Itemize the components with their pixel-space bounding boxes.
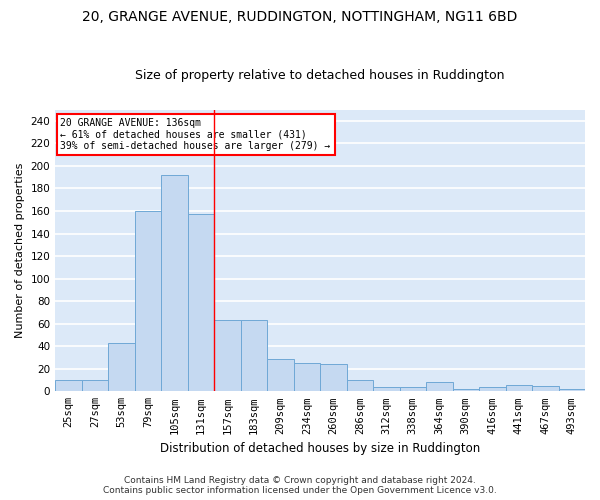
Bar: [373, 387, 400, 392]
Text: 20, GRANGE AVENUE, RUDDINGTON, NOTTINGHAM, NG11 6BD: 20, GRANGE AVENUE, RUDDINGTON, NOTTINGHA…: [82, 10, 518, 24]
Y-axis label: Number of detached properties: Number of detached properties: [15, 162, 25, 338]
Bar: [214, 320, 241, 392]
Bar: [426, 382, 452, 392]
Bar: [55, 380, 82, 392]
Bar: [506, 384, 532, 392]
Bar: [479, 387, 506, 392]
Bar: [134, 211, 161, 392]
Bar: [293, 363, 320, 392]
Bar: [532, 386, 559, 392]
Bar: [320, 364, 347, 392]
Bar: [452, 389, 479, 392]
Bar: [161, 175, 188, 392]
Text: Contains HM Land Registry data © Crown copyright and database right 2024.
Contai: Contains HM Land Registry data © Crown c…: [103, 476, 497, 495]
Title: Size of property relative to detached houses in Ruddington: Size of property relative to detached ho…: [136, 69, 505, 82]
Bar: [108, 343, 134, 392]
Bar: [559, 389, 585, 392]
Bar: [267, 358, 293, 392]
Bar: [188, 214, 214, 392]
X-axis label: Distribution of detached houses by size in Ruddington: Distribution of detached houses by size …: [160, 442, 480, 455]
Bar: [400, 387, 426, 392]
Text: 20 GRANGE AVENUE: 136sqm
← 61% of detached houses are smaller (431)
39% of semi-: 20 GRANGE AVENUE: 136sqm ← 61% of detach…: [61, 118, 331, 151]
Bar: [241, 320, 267, 392]
Bar: [82, 380, 108, 392]
Bar: [347, 380, 373, 392]
